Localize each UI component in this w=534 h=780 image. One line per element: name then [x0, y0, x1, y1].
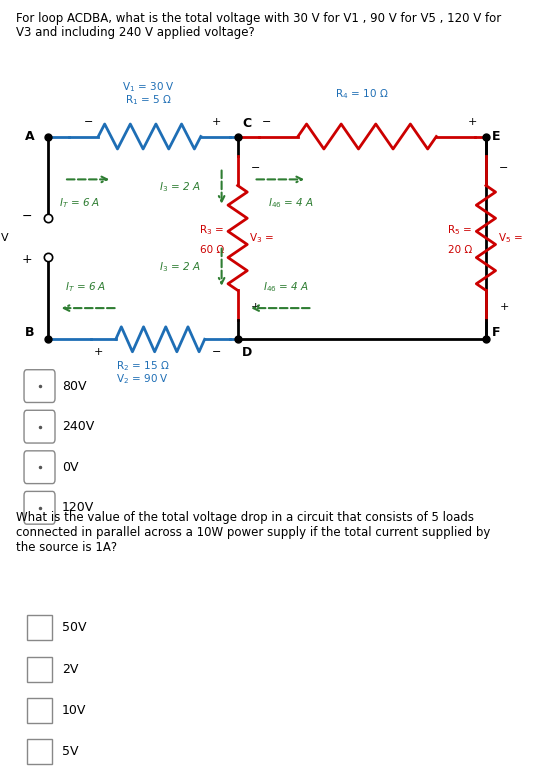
- Text: −: −: [262, 117, 272, 127]
- Text: 80V: 80V: [62, 380, 87, 392]
- Text: B: B: [25, 326, 35, 339]
- Text: $I_3$ = 2 A: $I_3$ = 2 A: [159, 261, 200, 274]
- Text: V$_5$ =: V$_5$ =: [498, 231, 523, 245]
- Text: 50V: 50V: [62, 622, 87, 634]
- Text: 120V: 120V: [62, 502, 94, 514]
- Text: 5V: 5V: [62, 746, 78, 758]
- Text: 240V: 240V: [62, 420, 94, 433]
- Text: +: +: [21, 254, 32, 266]
- Text: A: A: [25, 130, 35, 143]
- Text: −: −: [21, 210, 32, 222]
- Text: V$_2$ = 90 V: V$_2$ = 90 V: [116, 372, 169, 386]
- Text: $I_3$ = 2 A: $I_3$ = 2 A: [159, 180, 200, 194]
- Text: C: C: [242, 117, 251, 130]
- Text: +: +: [94, 347, 104, 357]
- Text: $I_{46}$ = 4 A: $I_{46}$ = 4 A: [268, 197, 314, 211]
- Text: −: −: [499, 163, 509, 172]
- Text: +: +: [251, 302, 261, 311]
- FancyBboxPatch shape: [24, 410, 55, 443]
- Text: R$_5$ =: R$_5$ =: [447, 223, 473, 237]
- Text: For loop ACDBA, what is the total voltage with 30 V for V1 , 90 V for V5 , 120 V: For loop ACDBA, what is the total voltag…: [16, 12, 501, 25]
- Text: V$_3$ =: V$_3$ =: [249, 231, 274, 245]
- Text: −: −: [251, 163, 261, 172]
- FancyBboxPatch shape: [24, 491, 55, 524]
- Text: $I_T$ = 6 A: $I_T$ = 6 A: [59, 197, 101, 211]
- Text: 2V: 2V: [62, 663, 78, 675]
- Text: F: F: [492, 326, 501, 339]
- Text: V$_T$ = 240 V: V$_T$ = 240 V: [0, 231, 11, 245]
- Text: 0V: 0V: [62, 461, 78, 473]
- Bar: [27, 615, 52, 640]
- Bar: [27, 698, 52, 723]
- FancyBboxPatch shape: [24, 451, 55, 484]
- Text: What is the value of the total voltage drop in a circuit that consists of 5 load: What is the value of the total voltage d…: [16, 511, 490, 554]
- Text: R$_4$ = 10 Ω: R$_4$ = 10 Ω: [335, 87, 389, 101]
- Bar: [27, 657, 52, 682]
- Text: 20 Ω: 20 Ω: [449, 245, 473, 254]
- Text: R$_1$ = 5 Ω: R$_1$ = 5 Ω: [125, 93, 171, 107]
- Text: V$_1$ = 30 V: V$_1$ = 30 V: [122, 80, 175, 94]
- Text: +: +: [211, 117, 221, 127]
- Text: $I_{46}$ = 4 A: $I_{46}$ = 4 A: [263, 280, 309, 294]
- Text: R$_3$ =: R$_3$ =: [199, 223, 224, 237]
- Text: E: E: [492, 130, 501, 143]
- Text: 10V: 10V: [62, 704, 87, 717]
- Text: −: −: [211, 347, 221, 357]
- Text: 60 Ω: 60 Ω: [200, 245, 224, 254]
- FancyBboxPatch shape: [24, 370, 55, 402]
- Bar: [27, 739, 52, 764]
- Text: $I_T$ = 6 A: $I_T$ = 6 A: [65, 280, 106, 294]
- Text: +: +: [499, 302, 509, 311]
- Text: R$_2$ = 15 Ω: R$_2$ = 15 Ω: [116, 359, 170, 373]
- Text: V3 and including 240 V applied voltage?: V3 and including 240 V applied voltage?: [16, 26, 255, 39]
- Text: −: −: [83, 117, 93, 127]
- Text: D: D: [242, 346, 252, 359]
- Text: +: +: [468, 117, 477, 127]
